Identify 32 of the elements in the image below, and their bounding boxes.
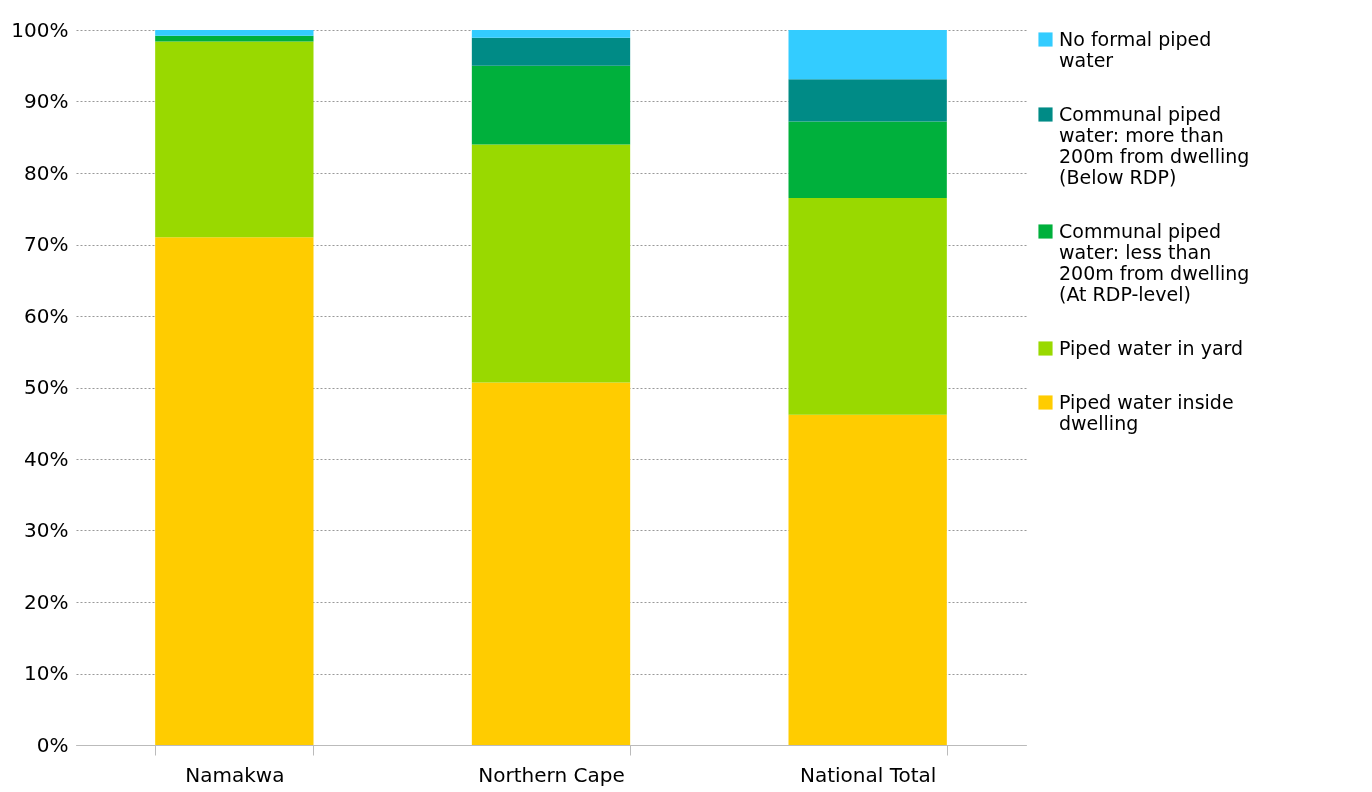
bar xyxy=(471,37,631,66)
legend-label: Piped water in yard xyxy=(1059,336,1244,359)
y-tick-label: 70% xyxy=(24,232,69,256)
bar xyxy=(788,414,947,745)
bar xyxy=(471,144,631,383)
y-tick-label: 10% xyxy=(24,661,69,685)
legend-label: Piped water inside dwelling xyxy=(1059,390,1234,434)
bar xyxy=(788,79,947,122)
legend-label: Communal piped water: less than 200m from dwelling (At RDP-level) xyxy=(1059,219,1250,305)
bar xyxy=(471,30,631,38)
bar xyxy=(788,30,947,80)
bar xyxy=(788,121,947,199)
x-tick-label: National Total xyxy=(799,762,937,787)
bar xyxy=(471,382,631,745)
bar xyxy=(155,237,314,745)
bar xyxy=(155,41,314,238)
y-tick-label: 40% xyxy=(24,446,69,471)
y-tick-label: 0% xyxy=(36,732,69,757)
y-tick-label: 100% xyxy=(11,17,69,42)
y-tick-label: 60% xyxy=(24,303,69,328)
x-tick-label: Northern Cape xyxy=(478,762,625,787)
legend-label: No formal piped water xyxy=(1059,27,1212,71)
y-tick-label: 20% xyxy=(24,589,69,614)
y-tick-label: 50% xyxy=(24,375,69,399)
bar xyxy=(155,30,314,36)
bar xyxy=(788,198,947,415)
y-tick-label: 80% xyxy=(24,160,69,185)
y-tick-label: 30% xyxy=(24,518,69,542)
legend-label: Communal piped water: more than 200m from dwelling (Below RDP) xyxy=(1059,102,1250,188)
x-tick-label: Namakwa xyxy=(185,762,285,787)
y-tick-label: 90% xyxy=(24,89,69,113)
bar xyxy=(471,65,631,145)
